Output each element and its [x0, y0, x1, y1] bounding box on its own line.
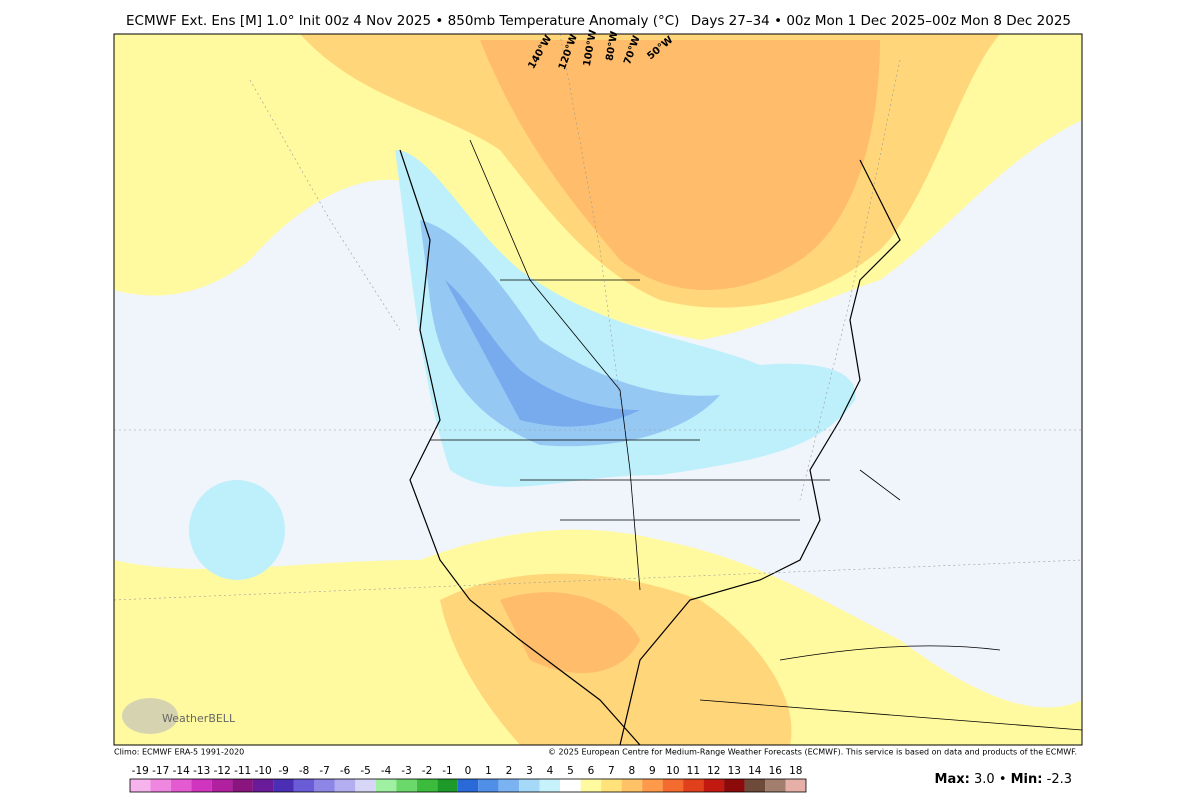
colorbar-swatch — [293, 779, 315, 792]
colorbar-frame — [129, 778, 807, 793]
colorbar-label: -12 — [214, 765, 231, 777]
colorbar-swatch — [334, 779, 356, 792]
colorbar-label: 7 — [608, 765, 615, 777]
colorbar-swatch — [744, 779, 766, 792]
colorbar-swatch — [724, 779, 745, 792]
stats: Max: 3.0 • Min: -2.3 — [935, 772, 1072, 787]
colorbar-swatch — [457, 779, 479, 792]
max: 3.0 — [974, 772, 995, 787]
colorbar-swatch — [232, 779, 253, 792]
colorbar-swatch — [478, 779, 499, 792]
colorbar-swatch — [539, 779, 561, 792]
colorbar-label: -7 — [319, 765, 329, 777]
colorbar-swatch — [416, 779, 438, 792]
colorbar-label: -14 — [173, 765, 190, 777]
colorbar-swatch — [580, 779, 602, 792]
colorbar-label: -8 — [299, 765, 309, 777]
colorbar-label: -13 — [193, 765, 210, 777]
period: Days 27–34 • 00z Mon 1 Dec 2025–00z Mon … — [691, 13, 1071, 29]
colorbar-swatch — [252, 779, 274, 792]
colorbar-swatch — [642, 779, 663, 792]
colorbar-label: 13 — [728, 765, 741, 777]
colorbar-swatch — [437, 779, 458, 792]
colorbar-swatch — [560, 779, 581, 792]
map: 140°W 120°W 100°W 80°W 70°W 50°W WeatherBELL — [113, 29, 1083, 746]
separator: • — [999, 772, 1007, 787]
colorbar-swatch — [498, 779, 520, 792]
colorbar-swatch — [703, 779, 725, 792]
colorbar-swatch — [211, 779, 233, 792]
colorbar-label: 8 — [629, 765, 636, 777]
colorbar-label: 12 — [707, 765, 720, 777]
colorbar-label: 14 — [748, 765, 762, 777]
colorbar-swatch — [130, 779, 151, 792]
colorbar-swatch — [375, 779, 397, 792]
colorbar-swatch — [191, 779, 212, 792]
colorbar-swatch — [785, 779, 806, 792]
colorbar-swatch — [601, 779, 622, 792]
colorbar-label: 0 — [465, 765, 472, 777]
colorbar-label: -3 — [401, 765, 411, 777]
colorbar-label: 16 — [769, 765, 783, 777]
colorbar-label: -9 — [278, 765, 288, 777]
colorbar-label: 11 — [687, 765, 700, 777]
colorbar-swatch — [355, 779, 376, 792]
colorbar-label: 10 — [666, 765, 679, 777]
max-label: Max: — [935, 772, 970, 787]
climo: Climo: ECMWF ERA-5 1991-2020 — [114, 748, 244, 757]
colorbar-label: -11 — [234, 765, 251, 777]
colorbar-swatch — [621, 779, 643, 792]
colorbar-label: -5 — [360, 765, 370, 777]
colorbar-swatch — [662, 779, 684, 792]
logo: WeatherBELL — [162, 712, 236, 725]
colorbar: -19 -17 -14 -13 -12 -11 -10 -9 -8 -7 -6 -5 -4 -3 -2 -1 0… — [129, 765, 807, 793]
colorbar-label: 6 — [588, 765, 595, 777]
colorbar-swatch — [683, 779, 704, 792]
colorbar-label: 2 — [506, 765, 513, 777]
colorbar-label: 1 — [485, 765, 492, 777]
colorbar-label: -10 — [255, 765, 272, 777]
colorbar-swatch — [314, 779, 335, 792]
colorbar-swatch — [170, 779, 192, 792]
colorbar-label: 9 — [649, 765, 656, 777]
colorbar-label: -2 — [422, 765, 432, 777]
colorbar-label: -1 — [442, 765, 452, 777]
colorbar-label: -4 — [381, 765, 392, 777]
colorbar-label: 4 — [547, 765, 554, 777]
colorbar-swatch — [150, 779, 171, 792]
colorbar-label: 18 — [789, 765, 802, 777]
title: ECMWF Ext. Ens [M] 1.0° Init 00z 4 Nov 2… — [126, 13, 679, 29]
colorbar-label: -17 — [152, 765, 169, 777]
longitude-label: 80°W — [604, 30, 620, 61]
colorbar-swatch — [765, 779, 786, 792]
min-label: Min: — [1011, 772, 1043, 787]
colorbar-label: -19 — [132, 765, 149, 777]
colorbar-swatch — [396, 779, 417, 792]
colorbar-swatch — [273, 779, 294, 792]
colorbar-label: 5 — [567, 765, 574, 777]
colorbar-label: 3 — [526, 765, 533, 777]
colorbar-label: -6 — [340, 765, 351, 777]
min: -2.3 — [1047, 772, 1072, 787]
copyright: © 2025 European Centre for Medium-Range … — [548, 748, 1077, 757]
colorbar-swatch — [519, 779, 540, 792]
